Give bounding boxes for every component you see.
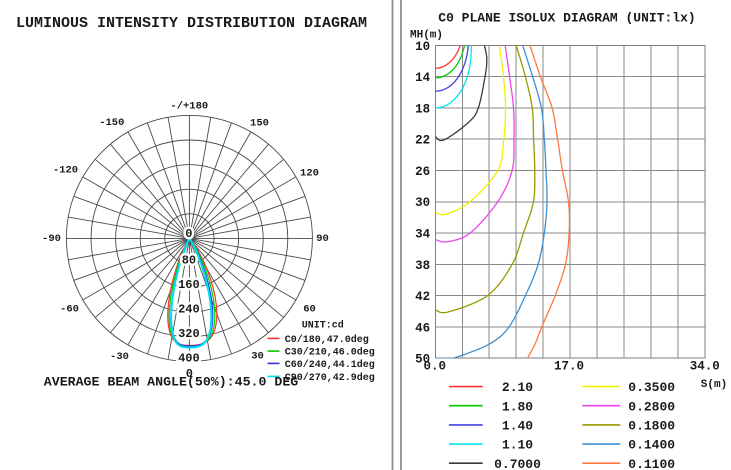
svg-text:0.1400: 0.1400 — [628, 438, 675, 453]
svg-text:150: 150 — [250, 118, 269, 130]
svg-text:320: 320 — [178, 327, 200, 341]
svg-text:-120: -120 — [53, 165, 78, 177]
svg-text:46: 46 — [415, 321, 430, 335]
svg-text:C60/240,44.1deg: C60/240,44.1deg — [285, 359, 375, 371]
svg-text:160: 160 — [178, 278, 200, 292]
svg-text:22: 22 — [415, 134, 430, 148]
svg-text:400: 400 — [178, 352, 200, 366]
svg-text:C0 PLANE ISOLUX DIAGRAM (UNIT:: C0 PLANE ISOLUX DIAGRAM (UNIT:lx) — [438, 11, 695, 26]
svg-text:50: 50 — [415, 353, 430, 367]
svg-text:90: 90 — [316, 233, 329, 245]
svg-text:17.0: 17.0 — [554, 359, 584, 373]
svg-text:14: 14 — [415, 71, 431, 85]
svg-text:120: 120 — [300, 168, 319, 180]
svg-text:0.3500: 0.3500 — [628, 380, 675, 395]
svg-text:C0/180,47.0deg: C0/180,47.0deg — [285, 334, 369, 346]
svg-text:34: 34 — [415, 227, 431, 241]
svg-text:30: 30 — [415, 196, 430, 210]
svg-text:26: 26 — [415, 165, 430, 179]
svg-text:0.2800: 0.2800 — [628, 399, 675, 414]
svg-text:S(m): S(m) — [701, 379, 727, 391]
svg-text:0.0: 0.0 — [424, 359, 447, 373]
svg-text:0.1800: 0.1800 — [628, 419, 675, 434]
svg-text:-/+180: -/+180 — [170, 100, 208, 112]
svg-text:1.80: 1.80 — [502, 399, 533, 414]
svg-text:C30/210,46.0deg: C30/210,46.0deg — [285, 347, 375, 359]
svg-text:LUMINOUS INTENSITY DISTRIBUTIO: LUMINOUS INTENSITY DISTRIBUTION DIAGRAM — [16, 15, 367, 32]
svg-text:34.0: 34.0 — [690, 359, 720, 373]
svg-text:0: 0 — [185, 227, 192, 241]
svg-text:60: 60 — [303, 304, 316, 316]
svg-text:80: 80 — [182, 253, 196, 267]
svg-text:MH(m): MH(m) — [410, 30, 443, 42]
svg-text:0: 0 — [186, 367, 193, 381]
svg-text:C90/270,42.9deg: C90/270,42.9deg — [285, 372, 375, 384]
svg-text:38: 38 — [415, 259, 430, 273]
svg-text:UNIT:cd: UNIT:cd — [302, 320, 344, 332]
svg-text:42: 42 — [415, 290, 430, 304]
svg-text:240: 240 — [178, 303, 200, 317]
svg-text:10: 10 — [415, 40, 430, 54]
svg-text:30: 30 — [251, 351, 264, 363]
svg-text:0.7000: 0.7000 — [494, 457, 541, 470]
svg-text:0.1100: 0.1100 — [628, 457, 675, 470]
svg-text:18: 18 — [415, 102, 430, 116]
svg-text:1.40: 1.40 — [502, 419, 533, 434]
svg-text:-150: -150 — [99, 117, 124, 129]
svg-text:-60: -60 — [60, 304, 79, 316]
svg-text:-30: -30 — [110, 351, 129, 363]
svg-text:2.10: 2.10 — [502, 380, 533, 395]
svg-text:AVERAGE BEAM ANGLE(50%):45.0 D: AVERAGE BEAM ANGLE(50%):45.0 DEG — [44, 374, 298, 389]
svg-text:1.10: 1.10 — [502, 438, 533, 453]
svg-text:-90: -90 — [42, 233, 61, 245]
